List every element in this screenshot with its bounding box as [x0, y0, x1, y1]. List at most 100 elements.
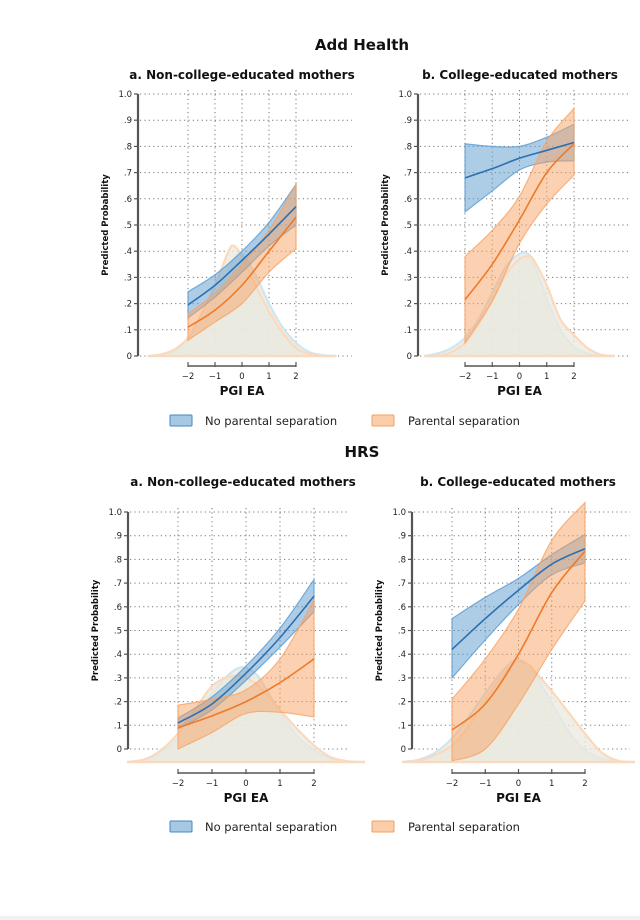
y-tick-label: .4 [114, 650, 122, 660]
y-tick-label: .1 [398, 721, 406, 731]
y-tick-label: 1.0 [108, 508, 122, 518]
y-tick-label: .6 [124, 195, 132, 205]
x-tick-label: 0 [517, 372, 522, 382]
y-axis-title: Predicted Probability [375, 579, 385, 681]
y-tick-label: .5 [124, 221, 132, 231]
x-tick-label: 1 [549, 779, 554, 789]
y-tick-label: 0 [401, 745, 406, 755]
line-separation [451, 550, 586, 731]
x-tick-label: 2 [311, 779, 316, 789]
x-tick-label: −1 [206, 779, 219, 789]
x-axis-title: PGI EA [497, 384, 542, 398]
panel-hrs-college: b. College-educated mothers 0 .1 .2 .3 .4 .5 .6… [375, 475, 635, 805]
y-tick-label: .3 [124, 273, 132, 283]
legend-swatch-no-separation [169, 414, 193, 427]
y-tick-label: .6 [114, 603, 122, 613]
legend-swatch-no-separation [169, 820, 193, 833]
y-tick-label: 1.0 [398, 90, 412, 100]
y-axis-title: Predicted Probability [101, 174, 111, 276]
density-separation [126, 674, 366, 764]
ci-band-separation [464, 106, 575, 345]
x-tick-label: 0 [239, 372, 244, 382]
y-tick-label: .8 [404, 142, 412, 152]
y-tick-label: 0 [117, 745, 122, 755]
legend-swatch-separation [371, 820, 395, 833]
legend-label-separation: Parental separation [408, 414, 520, 428]
y-tick-label: .5 [404, 221, 412, 231]
y-tick-label: .9 [404, 116, 412, 126]
y-tick-label: .8 [114, 555, 122, 565]
y-tick-label: .7 [114, 579, 122, 589]
x-tick-label: 2 [582, 779, 587, 789]
y-tick-label: .6 [398, 603, 406, 613]
density-separation [424, 254, 615, 358]
y-tick-label: .6 [404, 195, 412, 205]
y-tick-label: .1 [124, 326, 132, 336]
y-tick-label: 1.0 [118, 90, 132, 100]
y-tick-label: .2 [398, 698, 406, 708]
y-axis-title: Predicted Probability [381, 174, 391, 276]
x-tick-label: 1 [277, 779, 282, 789]
y-tick-label: 1.0 [392, 508, 406, 518]
x-tick-label: −2 [182, 372, 195, 382]
y-tick-label: .1 [404, 326, 412, 336]
panel-addhealth-noncollege: a. Non-college-educated mothers 0 .1 .2 .3 .4… [101, 68, 355, 398]
legend-label-no-separation: No parental separation [205, 820, 337, 834]
x-axis-title: PGI EA [224, 791, 269, 805]
panel-hrs-noncollege: a. Non-college-educated mothers 0 .1 .2 .3 .4… [91, 475, 366, 805]
y-tick-label: .4 [398, 650, 406, 660]
y-tick-label: .5 [114, 627, 122, 637]
x-axis-title: PGI EA [220, 384, 265, 398]
y-tick-label: .3 [398, 674, 406, 684]
legend-label-no-separation: No parental separation [205, 414, 337, 428]
y-tick-label: .2 [404, 300, 412, 310]
panel-addhealth-college: b. College-educated mothers 0 .1 .2 .3 .4 .5 .6… [381, 68, 630, 398]
x-tick-label: 1 [266, 372, 271, 382]
legend-swatch-separation [371, 414, 395, 427]
y-tick-label: .9 [398, 532, 406, 542]
y-tick-label: .2 [114, 698, 122, 708]
section-title-add-health: Add Health [315, 36, 409, 54]
section-title-hrs: HRS [345, 443, 380, 461]
y-tick-label: .9 [124, 116, 132, 126]
x-tick-label: −1 [479, 779, 492, 789]
panel-title: a. Non-college-educated mothers [130, 475, 355, 489]
page-footer-bar [0, 916, 640, 920]
y-tick-label: .4 [124, 247, 132, 257]
y-tick-label: .8 [124, 142, 132, 152]
x-tick-label: −1 [209, 372, 222, 382]
y-tick-label: .3 [114, 674, 122, 684]
y-tick-label: .7 [398, 579, 406, 589]
legend-hrs: No parental separation Parental separati… [169, 820, 520, 834]
y-tick-label: .7 [124, 169, 132, 179]
y-tick-label: .5 [398, 627, 406, 637]
panel-title: b. College-educated mothers [420, 475, 616, 489]
x-tick-label: 2 [571, 372, 576, 382]
panel-title: b. College-educated mothers [422, 68, 618, 82]
y-tick-label: .1 [114, 721, 122, 731]
panel-title: a. Non-college-educated mothers [129, 68, 354, 82]
ci-band-separation [177, 597, 315, 750]
y-tick-label: .9 [114, 532, 122, 542]
y-tick-label: .8 [398, 555, 406, 565]
y-tick-label: .4 [404, 247, 412, 257]
y-tick-label: 0 [407, 352, 412, 362]
ci-band-separation [187, 182, 297, 342]
x-tick-label: −2 [172, 779, 185, 789]
x-tick-label: 1 [544, 372, 549, 382]
x-tick-label: 0 [516, 779, 521, 789]
y-tick-label: .7 [404, 169, 412, 179]
legend-label-separation: Parental separation [408, 820, 520, 834]
x-tick-label: −2 [459, 372, 472, 382]
x-tick-label: −2 [446, 779, 459, 789]
y-axis-title: Predicted Probability [91, 579, 101, 681]
x-axis-title: PGI EA [496, 791, 541, 805]
x-tick-label: 0 [243, 779, 248, 789]
x-tick-label: 2 [293, 372, 298, 382]
y-tick-label: .2 [124, 300, 132, 310]
y-tick-label: 0 [127, 352, 132, 362]
y-tick-label: .3 [404, 273, 412, 283]
x-tick-label: −1 [486, 372, 499, 382]
legend-add-health: No parental separation Parental separati… [169, 414, 520, 428]
